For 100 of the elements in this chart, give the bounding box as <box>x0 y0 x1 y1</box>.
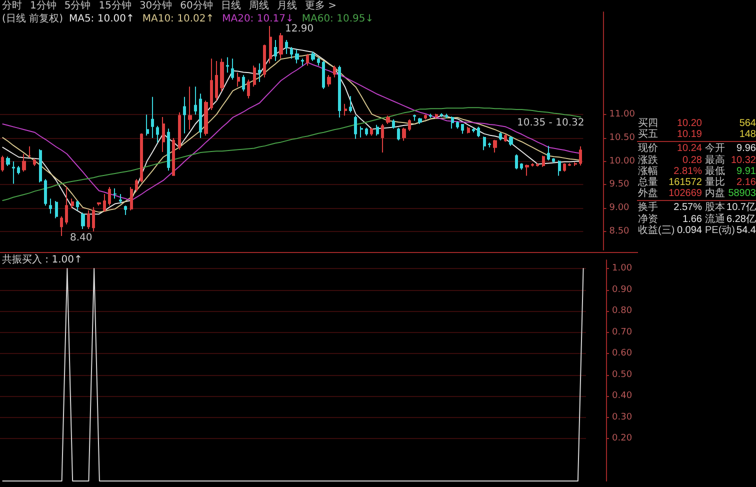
candlestick <box>97 202 101 206</box>
candlestick <box>424 114 427 120</box>
text: 2.16 <box>736 177 756 188</box>
text: 收益(三) <box>638 224 675 236</box>
candlestick <box>220 58 224 92</box>
candlestick <box>558 160 561 176</box>
y-tick-label: 0.30 <box>612 412 632 422</box>
text: 10.24 <box>676 143 702 154</box>
candlestick <box>119 194 122 204</box>
candlestick <box>140 132 143 183</box>
candlestick <box>215 60 218 102</box>
text: 9.91 <box>736 166 756 177</box>
candlestick <box>269 26 272 64</box>
candlestick <box>461 124 464 134</box>
candlestick <box>242 74 245 92</box>
candlestick <box>156 125 159 144</box>
y-tick-label: 9.00 <box>609 203 630 213</box>
candlestick <box>1 155 4 172</box>
candlestick <box>103 194 106 212</box>
candlestick <box>44 178 47 206</box>
candlestick <box>493 139 497 153</box>
text: 9.96 <box>736 143 756 154</box>
text: 161572 <box>668 177 702 188</box>
text: MA20: 10.17↓ <box>222 14 294 24</box>
candlestick <box>237 72 240 88</box>
candlestick <box>231 58 234 80</box>
candlestick <box>499 132 502 141</box>
candlestick <box>81 212 85 230</box>
candlestick <box>124 205 127 216</box>
candlestick <box>146 114 149 136</box>
text: 2.81% <box>674 166 702 177</box>
y-tick-label: 1.00 <box>612 264 632 274</box>
y-tick-label: 0.80 <box>612 306 632 316</box>
text: 外盘 <box>638 188 658 200</box>
candlestick <box>130 186 133 211</box>
candlestick <box>199 93 202 138</box>
candlestick <box>263 44 266 78</box>
candlestick <box>322 60 325 90</box>
text: 周线 <box>248 0 269 12</box>
text: 日线 <box>220 0 241 12</box>
text: 今开 <box>705 143 725 154</box>
text: 月线 <box>276 0 297 12</box>
text: 涨幅 <box>638 166 658 177</box>
text: 58903 <box>728 188 756 200</box>
text: 0.28 <box>682 154 702 166</box>
series-label: 共振买入 : 1.00↑ <box>2 254 82 266</box>
candlestick <box>338 65 341 118</box>
candlestick <box>483 136 486 151</box>
text: MA10: 10.02↑ <box>142 14 214 24</box>
candlestick <box>317 57 320 66</box>
candlestick <box>279 32 283 60</box>
y-tick-label: 0.60 <box>612 348 632 358</box>
candlestick <box>536 162 539 167</box>
y-tick-label: 0.70 <box>612 327 632 338</box>
candlestick <box>60 216 63 236</box>
candlestick <box>135 178 138 192</box>
text: 0.094 <box>676 224 702 236</box>
candlestick <box>365 127 368 136</box>
candlestick <box>327 74 331 88</box>
annotation: 10.35 - 10.32 <box>517 118 584 128</box>
y-tick-label: 8.50 <box>609 226 630 236</box>
candlestick <box>488 142 491 148</box>
candlestick <box>285 40 288 54</box>
candlestick <box>333 65 336 78</box>
chart-title: (日线 前复权) <box>2 12 64 24</box>
text: 564 <box>739 118 756 129</box>
candlestick <box>531 162 534 167</box>
candlestick <box>22 153 26 172</box>
candlestick <box>274 40 277 62</box>
text: 现价 <box>638 143 658 154</box>
candlestick <box>210 58 213 110</box>
text: 102669 <box>668 188 702 200</box>
candlestick <box>568 162 571 166</box>
annotation: 12.90 <box>285 24 314 34</box>
text: 分时 <box>2 0 22 12</box>
candlestick <box>542 155 545 168</box>
candlestick <box>183 96 186 134</box>
candlestick <box>451 116 454 130</box>
y-tick-label: 0.20 <box>612 434 632 444</box>
text: PE(动) <box>705 224 735 236</box>
candlestick <box>440 112 443 118</box>
y-tick-label: 0.50 <box>612 370 632 380</box>
candlestick <box>28 146 31 158</box>
text: 1分钟 <box>30 0 56 12</box>
candlestick <box>392 118 395 130</box>
candlestick <box>376 124 379 136</box>
y-tick-label: 10.50 <box>609 133 636 143</box>
candlestick <box>579 146 582 166</box>
text: 总量 <box>638 177 658 188</box>
text: 内盘 <box>705 188 725 200</box>
candlestick <box>515 154 518 170</box>
candlestick <box>445 113 448 119</box>
text: 涨跌 <box>638 154 658 166</box>
candlestick <box>33 158 36 166</box>
candlestick <box>435 113 438 119</box>
candlestick <box>418 117 422 124</box>
candlestick <box>402 127 406 142</box>
candlestick <box>311 51 315 62</box>
candlestick <box>354 115 357 140</box>
candlestick <box>306 54 309 66</box>
